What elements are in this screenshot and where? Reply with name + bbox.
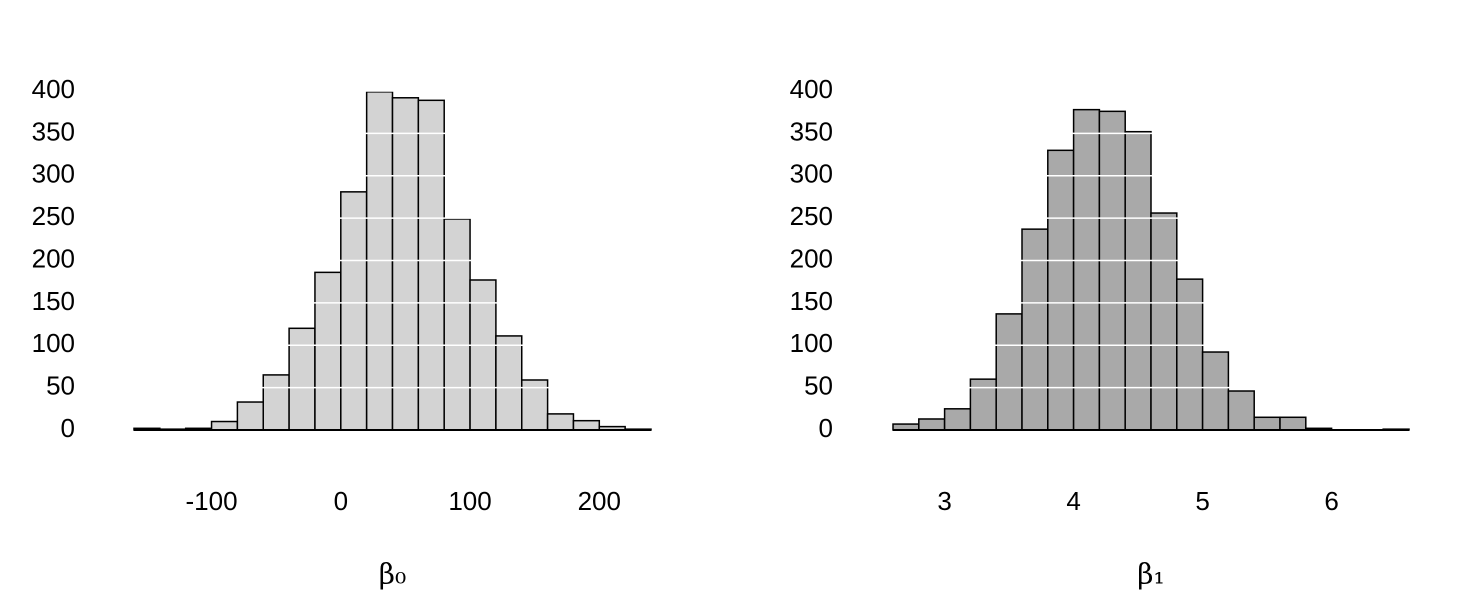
- bar: [1253, 416, 1281, 431]
- y-tick-label: 300: [32, 159, 75, 189]
- bar: [236, 401, 264, 431]
- x-axis-label: β₀: [379, 558, 406, 591]
- bar: [262, 374, 290, 431]
- bar: [391, 97, 420, 431]
- y-tick-label: 100: [790, 328, 833, 358]
- bar: [443, 218, 471, 431]
- y-tick-label: 250: [32, 201, 75, 231]
- bar: [210, 420, 239, 431]
- y-tick-label: 400: [790, 74, 833, 104]
- bar: [340, 191, 368, 431]
- y-tick-label: 300: [790, 159, 833, 189]
- bar: [546, 413, 575, 431]
- bar: [314, 271, 342, 431]
- x-tick-label: 0: [334, 486, 348, 516]
- x-tick-label: 5: [1195, 486, 1209, 516]
- bar: [1227, 390, 1255, 431]
- bar: [417, 99, 445, 431]
- bar: [495, 335, 523, 431]
- bar: [1176, 278, 1204, 431]
- x-tick-label: 200: [578, 486, 621, 516]
- bar: [943, 408, 972, 431]
- bar: [1150, 212, 1178, 431]
- y-tick-label: 400: [32, 74, 75, 104]
- y-tick-label: 50: [804, 371, 833, 401]
- x-tick-label: -100: [186, 486, 238, 516]
- bar: [288, 327, 316, 431]
- bar: [1279, 416, 1307, 431]
- y-tick-label: 150: [790, 286, 833, 316]
- bar: [572, 419, 601, 431]
- y-tick-label: 0: [61, 413, 75, 443]
- y-tick-label: 100: [32, 328, 75, 358]
- x-tick-label: 4: [1066, 486, 1080, 516]
- bar: [1098, 110, 1126, 431]
- y-tick-label: 250: [790, 201, 833, 231]
- x-axis-label: β₁: [1137, 558, 1164, 591]
- x-tick-label: 3: [937, 486, 951, 516]
- y-tick-label: 200: [790, 243, 833, 273]
- bar: [969, 378, 997, 431]
- y-tick-label: 350: [32, 116, 75, 146]
- bar: [995, 313, 1023, 431]
- bar: [1021, 228, 1049, 431]
- y-tick-label: 150: [32, 286, 75, 316]
- y-tick-label: 0: [819, 413, 833, 443]
- bar: [918, 418, 946, 431]
- y-tick-label: 50: [46, 371, 75, 401]
- x-tick-label: 100: [448, 486, 491, 516]
- bar: [1072, 108, 1101, 431]
- x-tick-label: 6: [1324, 486, 1338, 516]
- y-tick-label: 200: [32, 243, 75, 273]
- y-tick-label: 350: [790, 116, 833, 146]
- bar: [1201, 351, 1230, 431]
